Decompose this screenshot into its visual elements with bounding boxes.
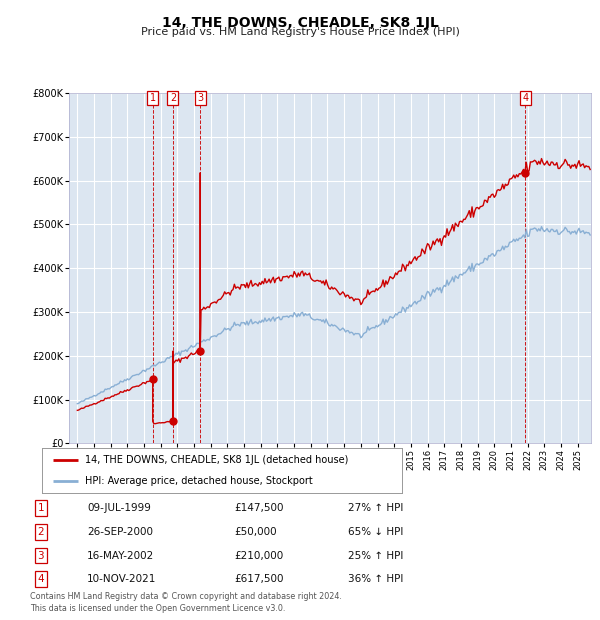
Text: 14, THE DOWNS, CHEADLE, SK8 1JL (detached house): 14, THE DOWNS, CHEADLE, SK8 1JL (detache… [85,455,349,465]
Text: 10-NOV-2021: 10-NOV-2021 [87,574,157,584]
Text: 4: 4 [37,574,44,584]
Text: 4: 4 [522,93,529,103]
Text: 14, THE DOWNS, CHEADLE, SK8 1JL: 14, THE DOWNS, CHEADLE, SK8 1JL [161,16,439,30]
Text: 09-JUL-1999: 09-JUL-1999 [87,503,151,513]
Text: 16-MAY-2002: 16-MAY-2002 [87,551,154,560]
Text: 1: 1 [37,503,44,513]
Text: £50,000: £50,000 [234,527,277,537]
Text: £147,500: £147,500 [234,503,284,513]
Text: 25% ↑ HPI: 25% ↑ HPI [348,551,403,560]
Text: £617,500: £617,500 [234,574,284,584]
Text: 1: 1 [149,93,156,103]
Text: Contains HM Land Registry data © Crown copyright and database right 2024.
This d: Contains HM Land Registry data © Crown c… [30,591,342,613]
Text: 36% ↑ HPI: 36% ↑ HPI [348,574,403,584]
Text: 2: 2 [170,93,176,103]
Text: HPI: Average price, detached house, Stockport: HPI: Average price, detached house, Stoc… [85,476,313,486]
Text: 3: 3 [37,551,44,560]
Text: Price paid vs. HM Land Registry's House Price Index (HPI): Price paid vs. HM Land Registry's House … [140,27,460,37]
Text: £210,000: £210,000 [234,551,283,560]
Text: 2: 2 [37,527,44,537]
Text: 27% ↑ HPI: 27% ↑ HPI [348,503,403,513]
Text: 3: 3 [197,93,203,103]
Text: 65% ↓ HPI: 65% ↓ HPI [348,527,403,537]
Text: 26-SEP-2000: 26-SEP-2000 [87,527,153,537]
